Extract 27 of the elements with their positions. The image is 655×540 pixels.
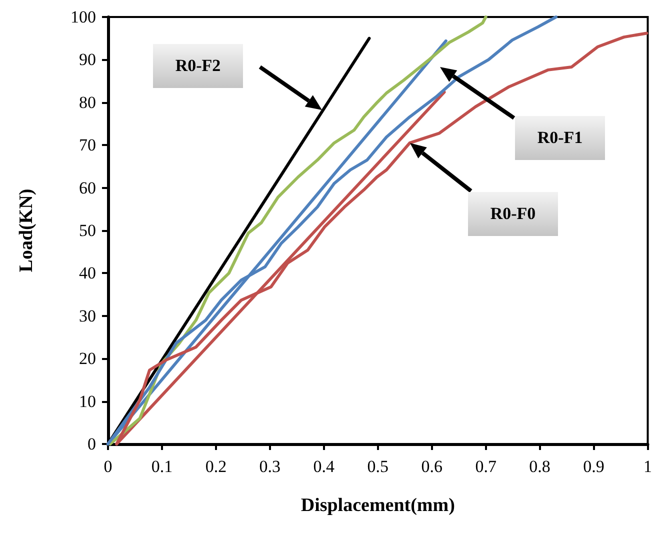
x-tick-label: 0.9: [583, 457, 604, 476]
x-tick-label: 1: [644, 457, 652, 476]
y-tick-label: 70: [79, 136, 96, 155]
x-tick-label: 0.5: [367, 457, 388, 476]
x-tick-label: 0.7: [475, 457, 497, 476]
y-axis-title: Load(KN): [16, 188, 37, 272]
y-tick-label: 60: [79, 178, 96, 198]
x-axis-title: Displacement(mm): [300, 495, 455, 516]
x-tick-label: 0.3: [259, 457, 281, 476]
y-tick-label: 10: [79, 392, 96, 411]
x-tick-label: 0: [104, 457, 112, 476]
y-tick-label: 20: [79, 349, 96, 368]
y-tick-label: 90: [79, 50, 96, 70]
x-tick-label: 0.8: [529, 457, 550, 476]
y-tick-label: 80: [79, 92, 96, 112]
x-tick-label: 0.1: [151, 457, 173, 476]
y-tick-label: 50: [79, 221, 96, 240]
annotation: R0-F2: [153, 44, 243, 88]
x-tick-label: 0.6: [421, 457, 442, 476]
annotation: R0-F1: [515, 116, 605, 160]
y-tick-label: 0: [88, 434, 96, 454]
x-tick-label: 0.2: [205, 457, 227, 476]
x-tick-label: 0.4: [313, 457, 336, 476]
y-tick-label: 40: [79, 264, 96, 283]
annotation: R0-F0: [468, 192, 558, 236]
y-tick-label: 30: [79, 306, 96, 326]
y-tick-label: 100: [70, 8, 96, 26]
